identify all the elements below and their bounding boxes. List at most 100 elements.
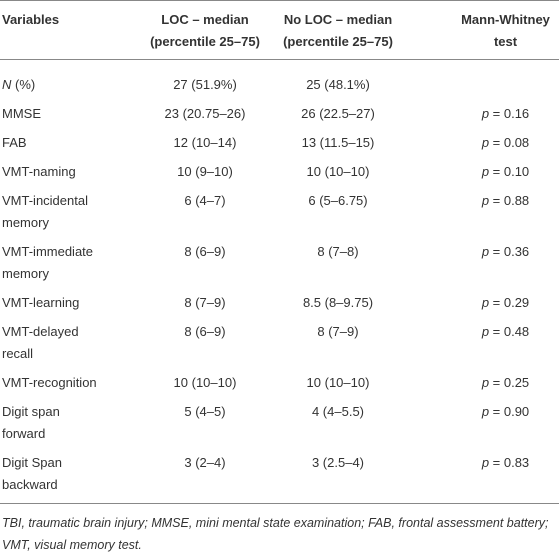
italic-symbol: p <box>481 135 490 150</box>
table-cell: 8 (7–8) <box>317 244 359 259</box>
table-cell: 27 (51.9%) <box>173 77 237 92</box>
italic-symbol: p <box>481 375 490 390</box>
table-cell: 6 (5–6.75) <box>308 193 368 208</box>
table-cell: 3 (2–4) <box>184 455 226 470</box>
data-table: Variables LOC – median (percentile 25–75) N… <box>0 0 559 504</box>
italic-symbol: p <box>481 404 490 419</box>
table-row: FAB 12 (10–14) 13 (11.5–15) p = 0.08 <box>0 129 559 158</box>
table-cell: VMT-recognition <box>0 369 140 398</box>
italic-symbol: p <box>481 244 490 259</box>
header-cell: LOC – median (percentile 25–75) <box>140 1 270 60</box>
table-cell: VMT-naming <box>0 158 140 187</box>
table-row: N (%) 27 (51.9%) 25 (48.1%) <box>0 60 559 100</box>
cell-line: (percentile 25–75) <box>150 34 260 49</box>
header-cell: Variables <box>0 1 140 60</box>
italic-symbol: p <box>481 164 490 179</box>
table-cell: 3 (2.5–4) <box>311 455 365 470</box>
table-cell: 13 (11.5–15) <box>301 135 375 150</box>
header-cell: No LOC – median (percentile 25–75) <box>270 1 406 60</box>
table-cell: 5 (4–5) <box>184 404 226 419</box>
table-cell: p = 0.36 <box>406 238 559 289</box>
cell-line: forward <box>2 426 46 441</box>
italic-symbol: N <box>2 77 12 92</box>
table-row: VMT-delayed recall 8 (6–9) 8 (7–9) p = 0.48 <box>0 318 559 369</box>
cell-line: FAB <box>2 135 27 150</box>
cell-line: memory <box>2 266 49 281</box>
table-cell: 26 (22.5–27) <box>301 106 375 121</box>
cell-line: Mann-Whitney <box>461 12 550 27</box>
table-cell: MMSE <box>0 100 140 129</box>
table-cell: 10 (10–10) <box>306 375 370 390</box>
table-cell: VMT-immediate memory <box>0 238 140 289</box>
cell-line: memory <box>2 215 49 230</box>
cell-line: recall <box>2 346 34 361</box>
table-cell: p = 0.29 <box>406 289 559 318</box>
table-body: N (%) 27 (51.9%) 25 (48.1%) MMSE 23 (20.75–2… <box>0 60 559 504</box>
table-cell: p = 0.08 <box>406 129 559 158</box>
cell-line: VMT-incidental <box>2 193 88 208</box>
cell-line: (percentile 25–75) <box>283 34 393 49</box>
table-cell: p = 0.90 <box>406 398 559 449</box>
table-cell: 4 (4–5.5) <box>311 404 365 419</box>
cell-line: VMT-recognition <box>2 375 97 390</box>
italic-symbol: p <box>481 295 490 310</box>
cell-text: = 0.16 <box>489 106 530 121</box>
table-row: VMT-naming 10 (9–10) 10 (10–10) p = 0.10 <box>0 158 559 187</box>
header-row: Variables LOC – median (percentile 25–75) N… <box>0 0 559 60</box>
italic-symbol: p <box>481 455 490 470</box>
table-cell: 10 (10–10) <box>306 164 370 179</box>
italic-symbol: p <box>481 193 490 208</box>
cell-line: VMT-learning <box>2 295 80 310</box>
table-cell: N (%) <box>0 60 140 100</box>
table-cell: VMT-delayed recall <box>0 318 140 369</box>
cell-line: test <box>493 34 518 49</box>
cell-line: Digit Span <box>2 455 62 470</box>
table-row: MMSE 23 (20.75–26) 26 (22.5–27) p = 0.16 <box>0 100 559 129</box>
table-cell: 12 (10–14) <box>173 135 237 150</box>
table-row: VMT-learning 8 (7–9) 8.5 (8–9.75) p = 0.29 <box>0 289 559 318</box>
table-cell: 25 (48.1%) <box>306 77 370 92</box>
table-cell: 10 (9–10) <box>177 164 233 179</box>
table-cell: p = 0.10 <box>406 158 559 187</box>
table-cell: Digit Span backward <box>0 449 140 504</box>
table-row: Digit Span backward 3 (2–4) 3 (2.5–4) p = 0.… <box>0 449 559 504</box>
cell-line: Digit span <box>2 404 60 419</box>
table-cell: p = 0.88 <box>406 187 559 238</box>
table-cell: 10 (10–10) <box>173 375 237 390</box>
cell-line: VMT-naming <box>2 164 76 179</box>
cell-text: = 0.08 <box>489 135 530 150</box>
table-cell: 6 (4–7) <box>184 193 226 208</box>
table-cell: VMT-incidental memory <box>0 187 140 238</box>
table-cell: p = 0.16 <box>406 100 559 129</box>
table-cell: p = 0.83 <box>406 449 559 504</box>
cell-text: = 0.90 <box>489 404 530 419</box>
table-cell: p = 0.25 <box>406 369 559 398</box>
cell-text: = 0.48 <box>489 324 530 339</box>
table-cell: VMT-learning <box>0 289 140 318</box>
cell-text: = 0.83 <box>489 455 530 470</box>
table-row: VMT-incidental memory 6 (4–7) 6 (5–6.75) p =… <box>0 187 559 238</box>
italic-symbol: p <box>481 324 490 339</box>
cell-text: (%) <box>11 77 36 92</box>
table-cell <box>406 60 559 100</box>
italic-symbol: p <box>481 106 490 121</box>
footnote: TBI, traumatic brain injury; MMSE, mini … <box>2 516 549 552</box>
table-cell: 23 (20.75–26) <box>164 106 246 121</box>
cell-text: = 0.29 <box>489 295 530 310</box>
table-row: Digit span forward 5 (4–5) 4 (4–5.5) p = 0.9… <box>0 398 559 449</box>
cell-line: VMT-delayed <box>2 324 79 339</box>
cell-line: VMT-immediate <box>2 244 94 259</box>
cell-line: LOC – median <box>161 12 249 27</box>
table-cell: 8 (7–9) <box>317 324 359 339</box>
table-cell: p = 0.48 <box>406 318 559 369</box>
table-row: VMT-immediate memory 8 (6–9) 8 (7–8) p = 0.3… <box>0 238 559 289</box>
cell-text: = 0.36 <box>489 244 530 259</box>
cell-line: backward <box>2 477 58 492</box>
cell-line: MMSE <box>2 106 41 121</box>
table-row: VMT-recognition 10 (10–10) 10 (10–10) p = 0… <box>0 369 559 398</box>
cell-line: No LOC – median <box>283 12 393 27</box>
table-cell: FAB <box>0 129 140 158</box>
cell-line: Variables <box>2 12 60 27</box>
table-cell: Digit span forward <box>0 398 140 449</box>
